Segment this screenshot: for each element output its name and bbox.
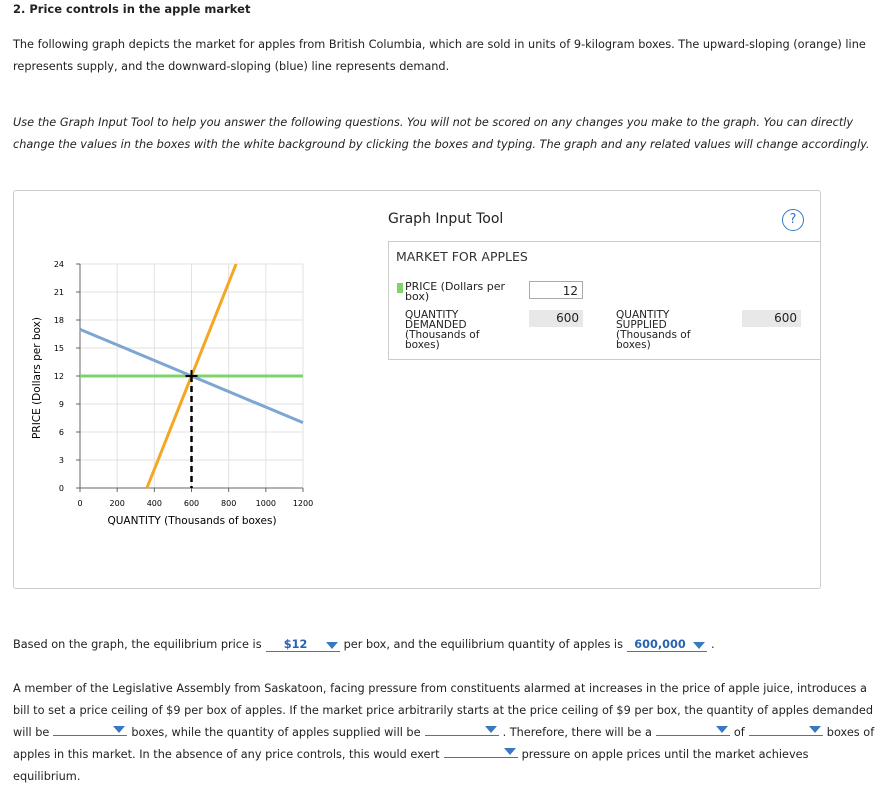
q2-text: of — [733, 726, 745, 739]
x-axis-label: QUANTITY (Thousands of boxes) — [107, 515, 276, 527]
q2-text: A member of the Legislative Assembly fro… — [13, 682, 873, 739]
q1-text: Based on the graph, the equilibrium pric… — [13, 638, 262, 651]
q1-text: . — [710, 638, 715, 651]
y-tick-label: 21 — [54, 288, 64, 297]
tool-table — [388, 241, 820, 360]
question-2: A member of the Legislative Assembly fro… — [13, 678, 875, 788]
q2-text: . Therefore, there will be a — [502, 726, 652, 739]
market-title: MARKET FOR APPLES — [396, 249, 528, 264]
x-tick-label: 800 — [221, 499, 236, 508]
y-tick-label: 6 — [59, 428, 64, 437]
title: 2. Price controls in the apple market — [13, 2, 251, 16]
intro: The following graph depicts the market f… — [13, 38, 866, 73]
equilibrium-point — [185, 370, 198, 382]
y-tick-label: 18 — [54, 316, 64, 325]
y-tick-label: 0 — [59, 484, 64, 493]
price-swatch — [397, 283, 403, 293]
x-tick-label: 1000 — [256, 499, 276, 508]
qd-label: QUANTITY DEMANDED (Thousands of boxes) — [405, 309, 480, 351]
x-tick-label: 600 — [184, 499, 199, 508]
y-tick-label: 9 — [59, 400, 64, 409]
price-input[interactable]: 12 — [529, 281, 583, 299]
instructions: Use the Graph Input Tool to help you ans… — [13, 116, 870, 151]
chart: QUANTITY (Thousands of boxes) PRICE (Dol… — [31, 260, 313, 527]
dropdown[interactable]: 600,000 — [626, 638, 707, 652]
q2-text: boxes, while the quantity of apples supp… — [131, 726, 421, 739]
question-1: Based on the graph, the equilibrium pric… — [13, 634, 875, 656]
price-label: PRICE (Dollars per box) — [405, 280, 506, 303]
x-tick-label: 400 — [147, 499, 162, 508]
x-tick-label: 200 — [110, 499, 125, 508]
dropdown[interactable]: $12 — [265, 638, 340, 652]
dropdown[interactable] — [655, 723, 730, 736]
y-tick-label: 3 — [59, 456, 64, 465]
dropdown[interactable] — [748, 723, 823, 736]
dropdown[interactable] — [424, 723, 499, 736]
qs-value: 600 — [742, 310, 801, 327]
q2-text: boxes of apples in this market. In the a… — [13, 726, 875, 761]
dropdown[interactable] — [53, 723, 128, 736]
dropdown[interactable] — [443, 745, 518, 758]
qd-value: 600 — [529, 310, 583, 327]
y-tick-label: 24 — [54, 260, 64, 269]
q1-answer: $12 — [283, 638, 308, 651]
y-tick-label: 15 — [54, 344, 64, 353]
q1-answer: 600,000 — [634, 638, 686, 651]
y-axis-label: PRICE (Dollars per box) — [31, 317, 43, 439]
q2-text: pressure on apple prices until the marke… — [13, 748, 809, 783]
x-tick-label: 1200 — [293, 499, 313, 508]
x-tick-label: 0 — [77, 499, 82, 508]
y-tick-label: 12 — [54, 372, 64, 381]
help-button[interactable]: ? — [782, 209, 804, 231]
graph-panel — [13, 190, 821, 589]
q1-text: per box, and the equilibrium quantity of… — [343, 638, 623, 651]
qs-label: QUANTITY SUPPLIED (Thousands of boxes) — [616, 309, 691, 351]
tool-title: Graph Input Tool — [388, 211, 504, 227]
